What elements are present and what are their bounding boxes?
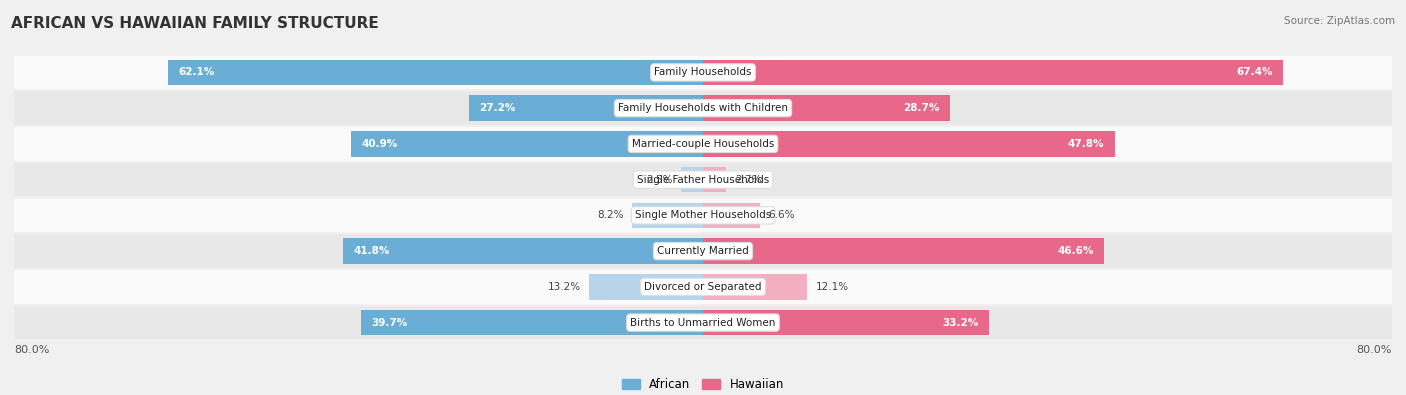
Text: 67.4%: 67.4% [1237, 68, 1272, 77]
Bar [14, 199, 1392, 232]
Text: Family Households with Children: Family Households with Children [619, 103, 787, 113]
Bar [703, 310, 988, 335]
Text: 41.8%: 41.8% [353, 246, 389, 256]
Text: Single Mother Households: Single Mother Households [636, 211, 770, 220]
Text: Single Father Households: Single Father Households [637, 175, 769, 184]
Text: 27.2%: 27.2% [479, 103, 516, 113]
Text: Source: ZipAtlas.com: Source: ZipAtlas.com [1284, 16, 1395, 26]
Text: Births to Unmarried Women: Births to Unmarried Women [630, 318, 776, 327]
Bar [14, 127, 1392, 161]
Text: AFRICAN VS HAWAIIAN FAMILY STRUCTURE: AFRICAN VS HAWAIIAN FAMILY STRUCTURE [11, 16, 380, 31]
Text: Married-couple Households: Married-couple Households [631, 139, 775, 149]
Bar [343, 238, 703, 264]
Bar [703, 131, 1115, 157]
Text: Currently Married: Currently Married [657, 246, 749, 256]
Text: 80.0%: 80.0% [1357, 345, 1392, 355]
Text: Divorced or Separated: Divorced or Separated [644, 282, 762, 292]
Bar [682, 167, 703, 192]
Text: 62.1%: 62.1% [179, 68, 215, 77]
Bar [703, 203, 759, 228]
Text: 13.2%: 13.2% [547, 282, 581, 292]
Text: 39.7%: 39.7% [371, 318, 408, 327]
Bar [361, 310, 703, 335]
Text: 46.6%: 46.6% [1057, 246, 1094, 256]
Text: 2.5%: 2.5% [647, 175, 673, 184]
Bar [633, 203, 703, 228]
Text: 28.7%: 28.7% [904, 103, 939, 113]
Legend: African, Hawaiian: African, Hawaiian [617, 373, 789, 395]
Bar [703, 167, 727, 192]
Bar [703, 238, 1104, 264]
Text: 47.8%: 47.8% [1067, 139, 1104, 149]
Bar [14, 306, 1392, 339]
Text: 80.0%: 80.0% [14, 345, 49, 355]
Text: 40.9%: 40.9% [361, 139, 398, 149]
Text: 33.2%: 33.2% [942, 318, 979, 327]
Text: 12.1%: 12.1% [815, 282, 849, 292]
Bar [703, 274, 807, 300]
Bar [169, 60, 703, 85]
Bar [14, 270, 1392, 304]
Text: 2.7%: 2.7% [735, 175, 762, 184]
Bar [14, 91, 1392, 125]
Bar [14, 234, 1392, 268]
Bar [350, 131, 703, 157]
Text: Family Households: Family Households [654, 68, 752, 77]
Bar [703, 60, 1284, 85]
Bar [703, 95, 950, 121]
Bar [14, 163, 1392, 196]
Bar [14, 56, 1392, 89]
Text: 6.6%: 6.6% [769, 211, 794, 220]
Bar [468, 95, 703, 121]
Bar [589, 274, 703, 300]
Text: 8.2%: 8.2% [598, 211, 624, 220]
